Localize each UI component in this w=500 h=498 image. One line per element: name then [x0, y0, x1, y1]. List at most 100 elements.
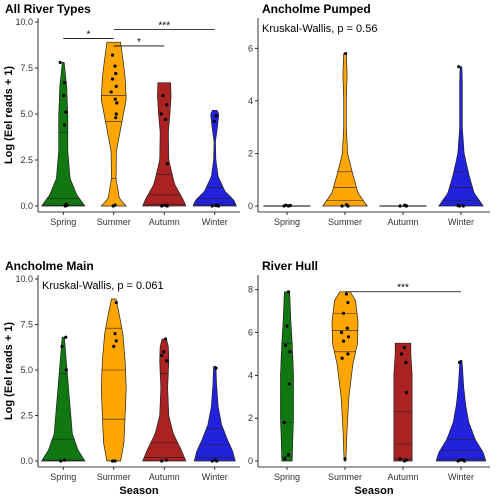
x-tick-label: Winter: [448, 217, 474, 227]
data-point: [161, 94, 165, 98]
y-tick-label: 6: [248, 328, 253, 338]
x-tick-label: Autumn: [387, 217, 418, 227]
data-point: [457, 65, 461, 69]
data-point: [110, 53, 115, 57]
data-point: [113, 459, 117, 463]
data-point: [343, 51, 348, 56]
y-tick-label: 8: [248, 285, 253, 295]
data-point: [113, 64, 117, 68]
panel-0: All River Types 0.0 2.5 5.0 7.5 10.0 Spring Sum…: [3, 2, 240, 227]
data-point: [216, 204, 221, 208]
data-point: [339, 330, 344, 335]
data-point: [210, 204, 214, 208]
data-point: [115, 101, 119, 105]
data-point: [113, 332, 117, 336]
y-tick-label: 5.0: [20, 365, 33, 375]
data-point: [345, 326, 349, 330]
y-tick-label: 2.5: [20, 411, 33, 421]
data-point: [214, 114, 218, 118]
y-tick-label: 2.5: [20, 155, 33, 165]
data-point: [114, 84, 118, 88]
significance-label: *: [137, 37, 141, 48]
x-tick-label: Autumn: [149, 217, 180, 227]
data-point: [346, 352, 350, 356]
data-point: [58, 60, 62, 65]
data-point: [288, 350, 292, 354]
data-point: [461, 204, 465, 208]
data-point: [213, 458, 217, 462]
data-point: [404, 360, 408, 365]
y-tick-label: 10.0: [15, 274, 33, 284]
violin-winter: [192, 109, 237, 207]
panel-title: Ancholme Main: [5, 259, 94, 273]
data-point: [285, 324, 289, 328]
data-point: [165, 162, 169, 166]
data-point: [65, 203, 69, 208]
data-point: [114, 71, 118, 76]
x-tick-label: Winter: [448, 472, 474, 482]
data-point: [398, 204, 402, 208]
data-point: [283, 457, 287, 461]
data-point: [404, 458, 409, 462]
data-point: [210, 459, 214, 463]
significance-label: ***: [397, 283, 409, 294]
data-point: [165, 359, 169, 363]
data-point: [165, 103, 169, 107]
data-point: [340, 356, 344, 360]
stat-annotation: Kruskal-Wallis, p = 0.061: [42, 280, 164, 292]
y-tick-label: 5.0: [20, 109, 33, 119]
data-point: [62, 81, 67, 85]
data-point: [404, 390, 409, 395]
data-point: [114, 116, 118, 120]
data-point: [462, 459, 467, 463]
data-point: [160, 459, 164, 463]
data-point: [62, 458, 67, 462]
data-point: [109, 90, 113, 94]
x-axis-label: Season: [354, 485, 393, 497]
y-axis-label: Log (Eel reads + 1): [3, 66, 15, 164]
data-point: [457, 360, 462, 365]
x-tick-label: Spring: [274, 217, 300, 227]
data-point: [402, 345, 407, 350]
panel-3: River Hull 0 2 4 6 8 Spring Summer Autumn Winter S…: [248, 259, 490, 497]
x-tick-label: Spring: [50, 217, 76, 227]
violin-spring: [41, 336, 86, 462]
data-point: [212, 119, 216, 123]
violin-winter: [438, 66, 484, 207]
data-point: [114, 112, 118, 116]
violin-autumn: [142, 338, 187, 462]
data-point: [346, 335, 351, 339]
y-tick-label: 0: [248, 456, 253, 466]
data-point: [458, 458, 463, 462]
x-tick-label: Autumn: [387, 472, 418, 482]
violin-spring: [280, 291, 294, 462]
data-point: [286, 452, 291, 457]
data-point: [64, 335, 68, 339]
data-point: [456, 203, 460, 208]
x-tick-label: Spring: [50, 472, 76, 482]
data-point: [110, 459, 115, 463]
x-tick-label: Summer: [97, 472, 131, 482]
data-point: [64, 110, 68, 114]
data-point: [164, 458, 168, 462]
data-point: [214, 366, 218, 370]
stat-annotation: Kruskal-Wallis, p = 0.56: [262, 23, 377, 35]
data-point: [163, 337, 168, 341]
x-axis-label: Season: [119, 485, 158, 497]
data-point: [160, 353, 164, 358]
significance-label: ***: [158, 20, 170, 31]
x-tick-label: Summer: [328, 472, 362, 482]
data-point: [343, 457, 347, 461]
data-point: [64, 368, 68, 372]
data-point: [62, 123, 67, 127]
data-point: [287, 382, 291, 386]
data-point: [163, 117, 168, 122]
data-point: [341, 311, 346, 315]
x-tick-label: Summer: [328, 217, 362, 227]
data-point: [159, 112, 163, 116]
y-tick-label: 10.0: [15, 17, 33, 27]
violin-summer: [100, 41, 128, 207]
y-axis-label: Log (Eel reads + 1): [3, 322, 15, 420]
panel-title: Ancholme Pumped: [262, 2, 371, 16]
